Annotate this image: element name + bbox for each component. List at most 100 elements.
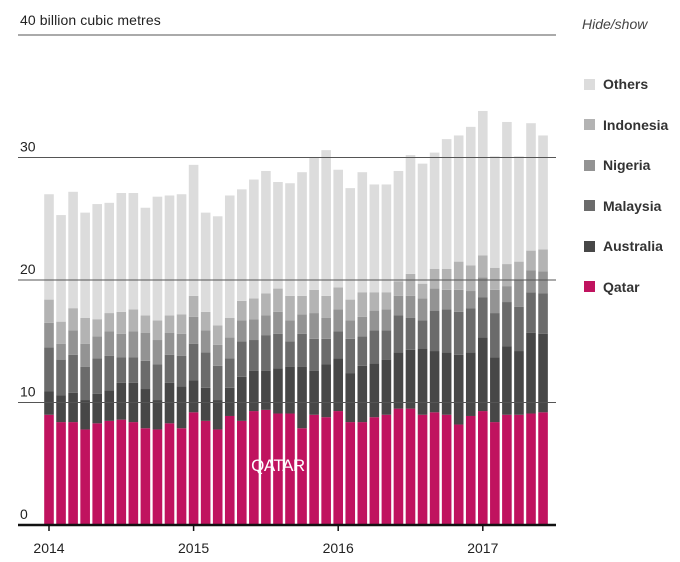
bar-segment-others — [56, 215, 66, 322]
bar-segment-qatar — [429, 412, 440, 525]
bar-segment-australia — [261, 370, 271, 410]
bar-segment-others — [176, 194, 187, 315]
bar-segment-malaysia — [453, 311, 464, 355]
legend-label: Nigeria — [603, 157, 651, 174]
bar-segment-australia — [465, 352, 476, 416]
bar-segment-malaysia — [429, 310, 440, 352]
x-tick-label: 2014 — [33, 540, 64, 556]
legend-item-qatar[interactable]: Qatar — [584, 277, 680, 297]
bar-segment-nigeria — [152, 340, 163, 365]
bar-segment-others — [212, 216, 223, 326]
bar-segment-qatar — [526, 413, 536, 525]
bar-segment-others — [465, 126, 476, 266]
bar-segment-nigeria — [200, 330, 211, 353]
bar-segment-nigeria — [249, 319, 259, 341]
bar-segment-others — [514, 156, 524, 262]
bar-segment-australia — [393, 352, 404, 409]
bar-segment-malaysia — [369, 330, 380, 364]
bar-segment-qatar — [224, 415, 235, 525]
bar-segment-indonesia — [140, 315, 151, 333]
legend-swatch — [584, 200, 595, 212]
legend: Others Indonesia Nigeria Malaysia Australia Q… — [584, 74, 680, 318]
bar-segment-others — [188, 164, 199, 296]
bar-segment-others — [538, 135, 548, 250]
bar-segment-malaysia — [297, 333, 307, 367]
legend-item-others[interactable]: Others — [584, 74, 680, 94]
legend-item-malaysia[interactable]: Malaysia — [584, 196, 680, 216]
bar-segment-australia — [80, 400, 90, 430]
bar-segment-nigeria — [369, 310, 380, 331]
bar-segment-australia — [273, 368, 283, 414]
bar-segment-australia — [92, 393, 102, 424]
bar-segment-malaysia — [357, 336, 368, 366]
legend-swatch — [584, 119, 595, 131]
bar-segment-australia — [321, 364, 331, 418]
bar-segment-indonesia — [453, 261, 464, 290]
bar-segment-australia — [237, 376, 247, 421]
bar-segment-others — [369, 184, 380, 293]
bar-segment-australia — [188, 380, 199, 413]
bar-segment-malaysia — [68, 354, 78, 393]
bar-segment-australia — [453, 354, 464, 425]
bar-segment-qatar — [405, 408, 416, 525]
bar-segment-indonesia — [188, 295, 199, 317]
bar-segment-indonesia — [249, 298, 259, 320]
bar-segment-qatar — [249, 411, 259, 525]
bar-segment-australia — [44, 391, 54, 415]
bar-segment-australia — [429, 351, 440, 413]
bar-segment-others — [333, 169, 343, 288]
bar-segment-qatar — [514, 414, 524, 525]
bar-segment-indonesia — [478, 255, 488, 278]
bar-segment-qatar — [273, 413, 283, 525]
bar-segment-qatar — [309, 414, 319, 525]
qatar-annotation: QATAR — [251, 456, 305, 475]
bar-segment-nigeria — [321, 317, 331, 339]
legend-item-australia[interactable]: Australia — [584, 236, 680, 256]
legend-swatch — [584, 281, 595, 293]
bar-segment-qatar — [68, 422, 78, 525]
bar-segment-others — [357, 172, 368, 293]
bar-segment-indonesia — [224, 317, 235, 338]
bar-segment-qatar — [104, 420, 115, 525]
bar-segment-indonesia — [345, 299, 356, 321]
bar-segment-indonesia — [164, 315, 175, 333]
bar-segment-indonesia — [490, 267, 500, 290]
bar-segment-malaysia — [393, 315, 404, 353]
bar-segment-malaysia — [321, 338, 331, 365]
legend-item-nigeria[interactable]: Nigeria — [584, 155, 680, 175]
legend-label: Others — [603, 76, 649, 92]
bar-segment-malaysia — [502, 302, 512, 347]
bar-segment-indonesia — [212, 325, 223, 345]
bar-segment-nigeria — [176, 333, 187, 356]
bar-segment-australia — [140, 389, 151, 429]
bar-segment-australia — [68, 392, 78, 423]
bar-segment-nigeria — [538, 271, 548, 294]
bar-segment-nigeria — [381, 309, 392, 331]
bar-segment-qatar — [80, 429, 90, 525]
y-tick-label: 20 — [20, 261, 36, 277]
bar-segment-australia — [478, 337, 488, 412]
legend-item-indonesia[interactable]: Indonesia — [584, 115, 680, 135]
bar-segment-malaysia — [309, 338, 319, 371]
bar-segment-australia — [200, 387, 211, 421]
legend-label: Malaysia — [603, 197, 662, 214]
bar-segment-nigeria — [285, 320, 295, 342]
bar-segment-indonesia — [273, 288, 283, 312]
bar-segment-qatar — [357, 422, 368, 525]
y-tick-label: 0 — [20, 506, 28, 522]
bar-segment-nigeria — [212, 344, 223, 366]
bar-segment-malaysia — [152, 364, 163, 401]
bar-segment-nigeria — [297, 314, 307, 334]
bar-segment-malaysia — [526, 292, 536, 333]
bar-segment-australia — [224, 387, 235, 416]
bar-segment-indonesia — [237, 300, 247, 321]
bar-segment-indonesia — [441, 268, 452, 290]
bar-segment-nigeria — [237, 320, 247, 342]
bar-segment-australia — [176, 386, 187, 429]
hide-show-toggle[interactable]: Hide/show — [582, 16, 648, 32]
bar-segment-malaysia — [44, 347, 54, 392]
bar-segment-qatar — [478, 411, 488, 525]
bar-segment-others — [140, 207, 151, 316]
bar-segment-indonesia — [92, 319, 102, 337]
